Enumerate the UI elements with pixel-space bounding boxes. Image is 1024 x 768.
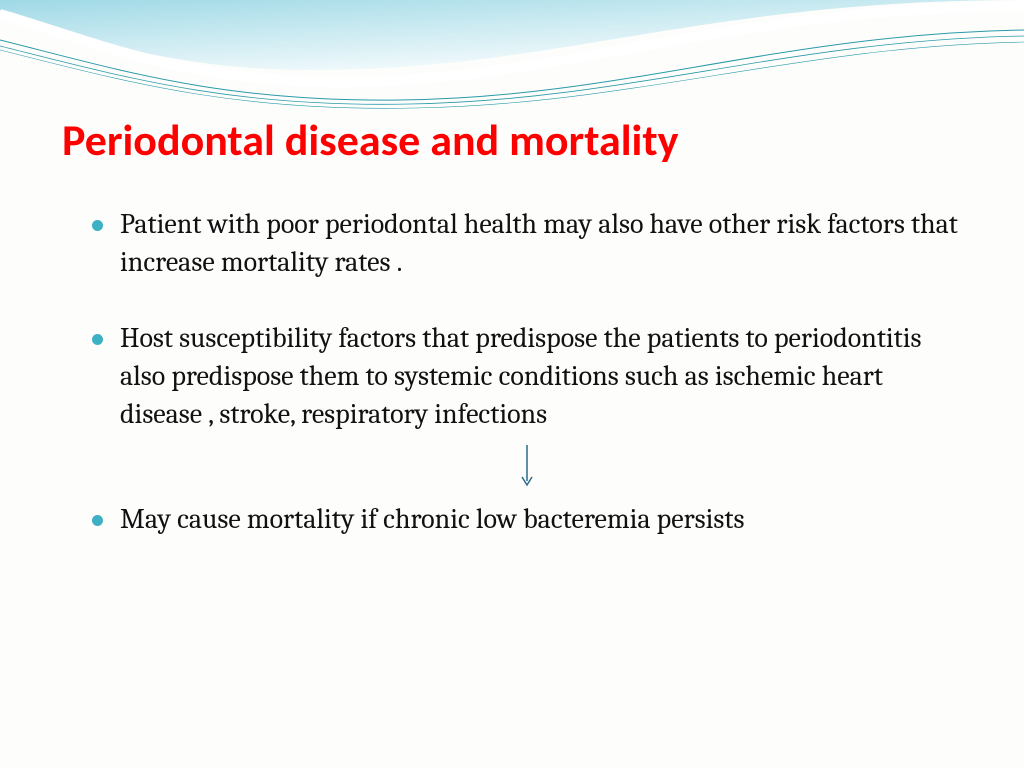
slide-content: Periodontal disease and mortality Patien…	[0, 0, 1024, 539]
down-arrow-box	[92, 443, 962, 487]
bullet-item: Host susceptibility factors that predisp…	[92, 320, 962, 433]
slide-title: Periodontal disease and mortality	[62, 116, 962, 164]
bullet-item: May cause mortality if chronic low bacte…	[92, 501, 962, 539]
bullet-list: Patient with poor periodontal health may…	[62, 206, 962, 539]
down-arrow-icon	[519, 443, 535, 487]
bullet-item: Patient with poor periodontal health may…	[92, 206, 962, 282]
